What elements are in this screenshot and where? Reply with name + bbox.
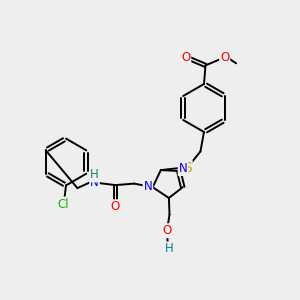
Text: N: N xyxy=(143,180,152,193)
Text: Cl: Cl xyxy=(58,197,69,211)
Text: O: O xyxy=(220,51,229,64)
Text: O: O xyxy=(163,224,172,237)
Text: O: O xyxy=(181,51,190,64)
Text: S: S xyxy=(183,161,192,175)
Text: H: H xyxy=(90,168,99,182)
Text: H: H xyxy=(164,242,173,256)
Text: N: N xyxy=(90,176,99,189)
Text: O: O xyxy=(110,200,119,213)
Text: N: N xyxy=(178,162,188,175)
